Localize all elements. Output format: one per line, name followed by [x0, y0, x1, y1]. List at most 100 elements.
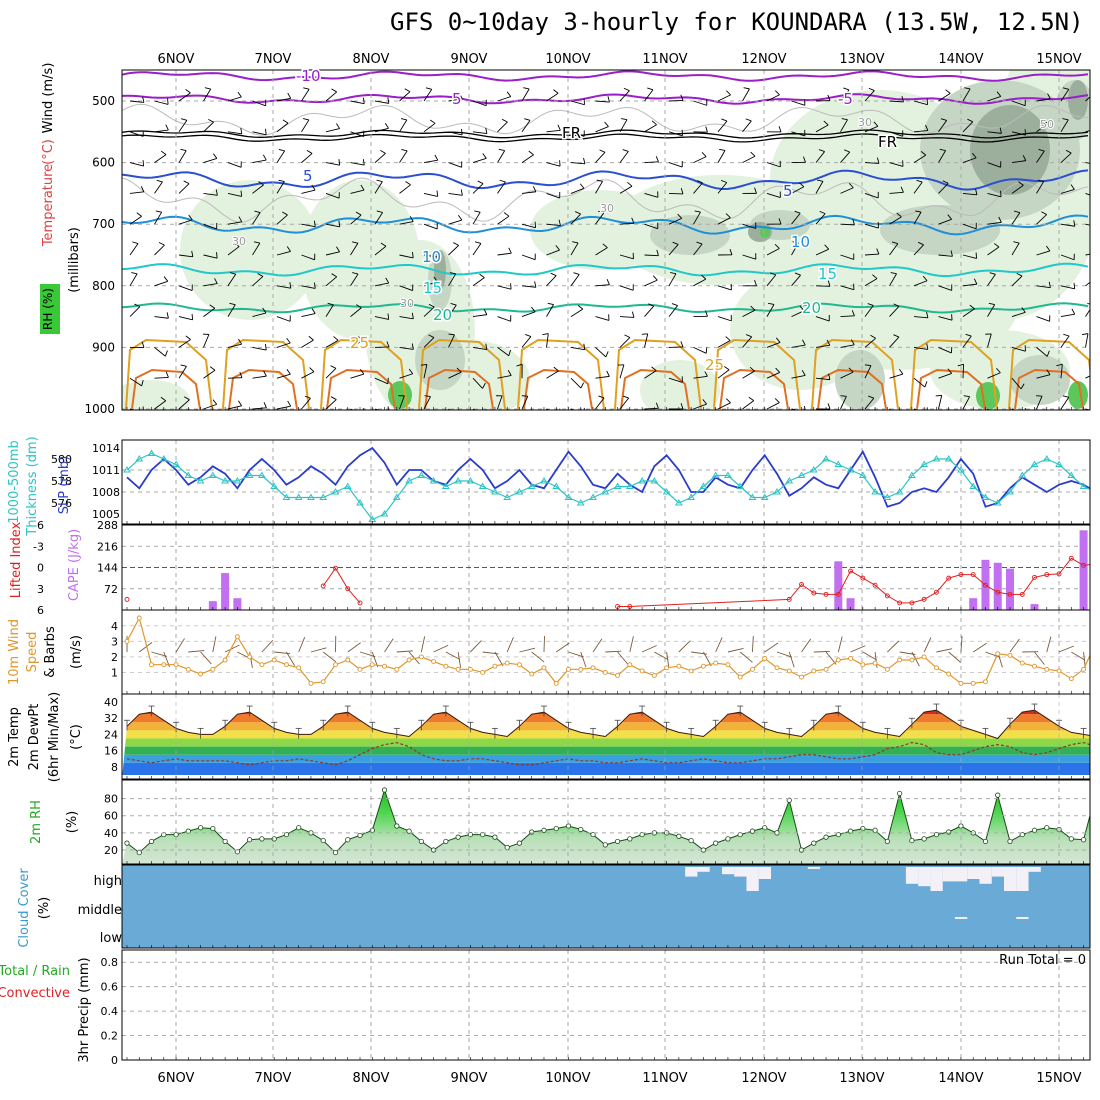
wind-speed-point: [590, 665, 596, 671]
wind-barb-flag: [723, 365, 730, 371]
wind-barb: [497, 181, 506, 194]
wind-barb-flag: [778, 126, 782, 133]
wind-barb: [619, 285, 634, 291]
rh-tick-label: 40: [104, 827, 118, 840]
wind-barb: [1011, 100, 1026, 107]
wind-barb: [399, 316, 414, 320]
wind-barb: [301, 313, 316, 318]
wind-speed-point: [725, 662, 731, 668]
cloud-level-label: low: [100, 931, 123, 946]
wind-barb-flag: [748, 396, 755, 402]
wind-barb: [766, 402, 780, 410]
wind-barb-flag: [572, 241, 579, 244]
wind-barb-flag: [596, 179, 603, 182]
wind-barb: [399, 150, 408, 163]
wind-barb-flag: [1073, 220, 1076, 227]
lifted-index-point: [909, 600, 915, 606]
wind-barb-flag: [750, 151, 756, 157]
wind-barb: [227, 96, 242, 102]
wind-barb-flag: [287, 92, 292, 99]
wind-barb-flag: [191, 313, 194, 320]
wind-barb: [423, 159, 438, 164]
wind-barb-flag: [306, 150, 313, 154]
wind-barb: [301, 223, 316, 228]
wind-barb-flag: [774, 244, 780, 249]
wind-barb: [570, 100, 585, 106]
wind-barb: [399, 221, 414, 225]
wind-barb-10m: [1096, 641, 1100, 652]
wind-barb-flag: [450, 302, 457, 306]
wind-barb-flag: [311, 308, 316, 314]
wind-barb: [791, 310, 805, 318]
wind-barb: [350, 340, 363, 348]
wind-barb-flag: [477, 180, 484, 185]
wind-barb: [1085, 96, 1090, 102]
wind-barb-flag: [525, 334, 532, 337]
wind-barb-flag: [965, 333, 972, 337]
wind-speed-point: [602, 669, 608, 675]
wind-barb: [325, 276, 337, 287]
wind-barb-flag: [264, 344, 267, 351]
wind-barb: [154, 400, 167, 410]
rh-point: [259, 836, 265, 842]
wind-barb-flag: [412, 251, 414, 259]
wind-barb: [350, 373, 365, 379]
contour-25-lobe: [910, 338, 998, 410]
wind-barb: [913, 100, 928, 106]
wind-barb: [913, 244, 924, 256]
wind-barb-flag: [604, 121, 609, 127]
wind-barb-flag: [142, 96, 145, 103]
wind-barb-flag: [656, 249, 659, 256]
thickness-point: [270, 482, 279, 489]
wind-barb-flag: [257, 273, 264, 277]
y-tick-label: 700: [92, 217, 115, 231]
wind-barb: [203, 334, 210, 348]
thickness-point: [491, 488, 499, 495]
wind-barb-flag: [705, 310, 708, 317]
wind-speed-point: [198, 671, 204, 677]
wind-barb-10m: [249, 651, 253, 668]
wind-barb: [644, 192, 659, 198]
wind-barb: [546, 92, 559, 102]
wind-barb: [840, 396, 847, 410]
wind-barb-flag: [531, 306, 536, 313]
wind-barb-flag: [1018, 181, 1024, 186]
x-tick-label-bottom: 11NOV: [642, 1071, 687, 1086]
rh-point: [1094, 791, 1098, 795]
wind-barb-flag: [792, 241, 799, 244]
rh-point: [811, 840, 817, 846]
wind-speed-point: [1019, 660, 1025, 666]
wind-barb: [570, 187, 585, 194]
wind-barb-10m: [850, 645, 866, 653]
wind-barb-flag: [558, 219, 561, 226]
wind-barb-flag: [185, 335, 191, 340]
wind-barb: [791, 274, 801, 287]
lifted-index-point: [357, 600, 363, 606]
wind-barb-flag: [794, 210, 801, 214]
slp-tick-label: 1014: [92, 442, 120, 455]
wind-barb: [203, 158, 217, 164]
wind-barb-flag: [893, 334, 900, 338]
wind-barb-flag: [917, 241, 924, 246]
rh-dark-area: [434, 250, 446, 290]
wind-tick-label: 4: [111, 620, 118, 633]
rh-point: [835, 831, 841, 838]
thickness-point: [356, 499, 364, 506]
rh-point: [1019, 831, 1025, 838]
wind-barb: [864, 365, 872, 379]
wind-barb: [644, 124, 657, 133]
wind-speed-point: [369, 662, 375, 668]
wind-barb-flag: [672, 241, 679, 245]
wind-barb: [1060, 152, 1072, 163]
cloud-high-bar: [954, 867, 968, 882]
wind-barb-flag: [282, 119, 289, 124]
thickness-point: [527, 482, 536, 489]
wind-barb-flag: [474, 210, 481, 213]
wind-barb: [1036, 395, 1043, 410]
rh-point: [897, 790, 903, 797]
wind-barb: [1036, 285, 1051, 289]
wind-barb-flag: [449, 272, 456, 275]
wind-barb: [595, 212, 605, 225]
wind-barb-10m: [837, 636, 843, 653]
thickness-point: [711, 471, 720, 478]
